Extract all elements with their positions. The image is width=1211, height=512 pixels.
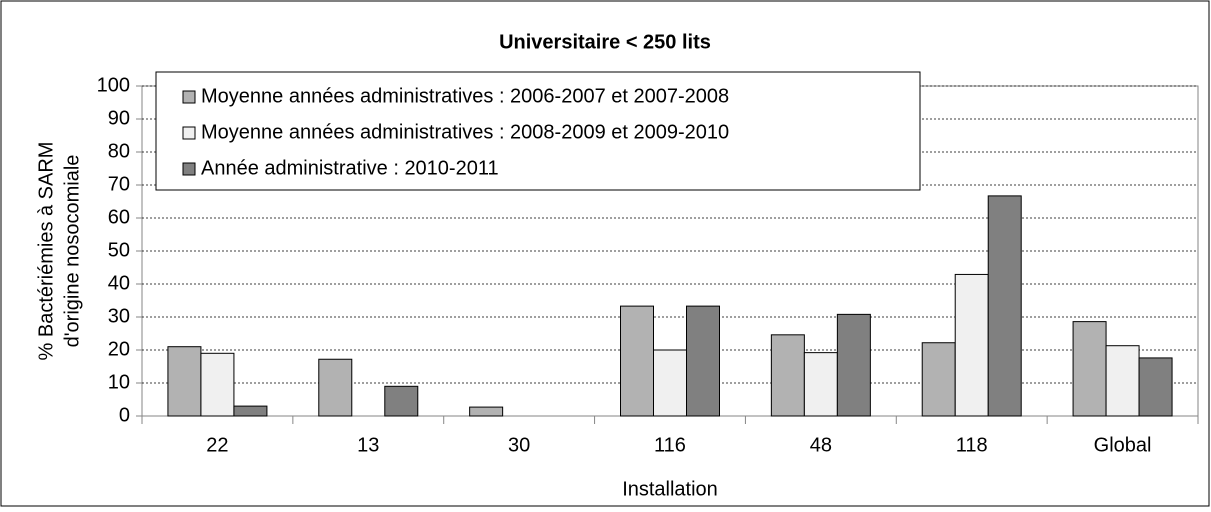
bar	[987, 195, 1022, 417]
legend-swatch	[182, 162, 196, 176]
bar	[686, 305, 720, 417]
y-tick-label: 10	[108, 371, 130, 393]
y-tick-label: 40	[108, 272, 130, 294]
bar	[921, 342, 956, 417]
x-tick-label: 116	[654, 434, 686, 456]
bar	[318, 358, 353, 417]
y-axis-label: % Bactériémies à SARM d'origine nosocomi…	[35, 142, 83, 361]
bar	[770, 334, 805, 417]
y-tick-label: 100	[97, 74, 130, 96]
y-tick-label: 80	[108, 140, 130, 162]
bar	[233, 405, 268, 417]
x-axis-label: Installation	[622, 478, 718, 500]
chart-title: Universitaire < 250 lits	[499, 31, 711, 53]
bar	[1072, 321, 1107, 417]
legend-label: Année administrative : 2010-2011	[201, 157, 499, 179]
bar	[1105, 345, 1140, 417]
y-tick-label: 20	[108, 338, 130, 360]
x-tick-label: 13	[357, 434, 379, 456]
bar	[620, 305, 654, 417]
bar	[653, 349, 687, 417]
bar	[1138, 357, 1173, 417]
y-axis-label-line: % Bactériémies à SARM	[35, 142, 57, 361]
x-tick-label: 118	[956, 434, 988, 456]
bar	[200, 352, 235, 417]
y-tick-label: 30	[108, 305, 130, 327]
y-tick-label: 70	[108, 173, 130, 195]
legend-label: Moyenne années administratives : 2008-20…	[201, 121, 729, 143]
y-tick-label: 50	[108, 239, 130, 261]
x-tick-label: 22	[206, 434, 228, 456]
y-tick-label: 0	[119, 404, 130, 426]
y-axis-label-line: d'origine nosocomiale	[61, 155, 83, 348]
bar	[469, 406, 504, 417]
x-tick-label: 48	[810, 434, 832, 456]
bar	[954, 273, 989, 417]
bar	[803, 352, 838, 417]
y-tick-label: 90	[108, 107, 130, 129]
bar	[836, 313, 871, 417]
legend-label: Moyenne années administratives : 2006-20…	[201, 85, 729, 107]
y-tick-label: 60	[108, 206, 130, 228]
x-tick-label: 30	[508, 434, 530, 456]
bar	[384, 385, 419, 417]
legend-swatch	[182, 90, 196, 104]
bar	[167, 346, 202, 417]
legend-box	[155, 71, 921, 191]
x-tick-label: Global	[1094, 434, 1152, 456]
legend-swatch	[182, 126, 196, 140]
